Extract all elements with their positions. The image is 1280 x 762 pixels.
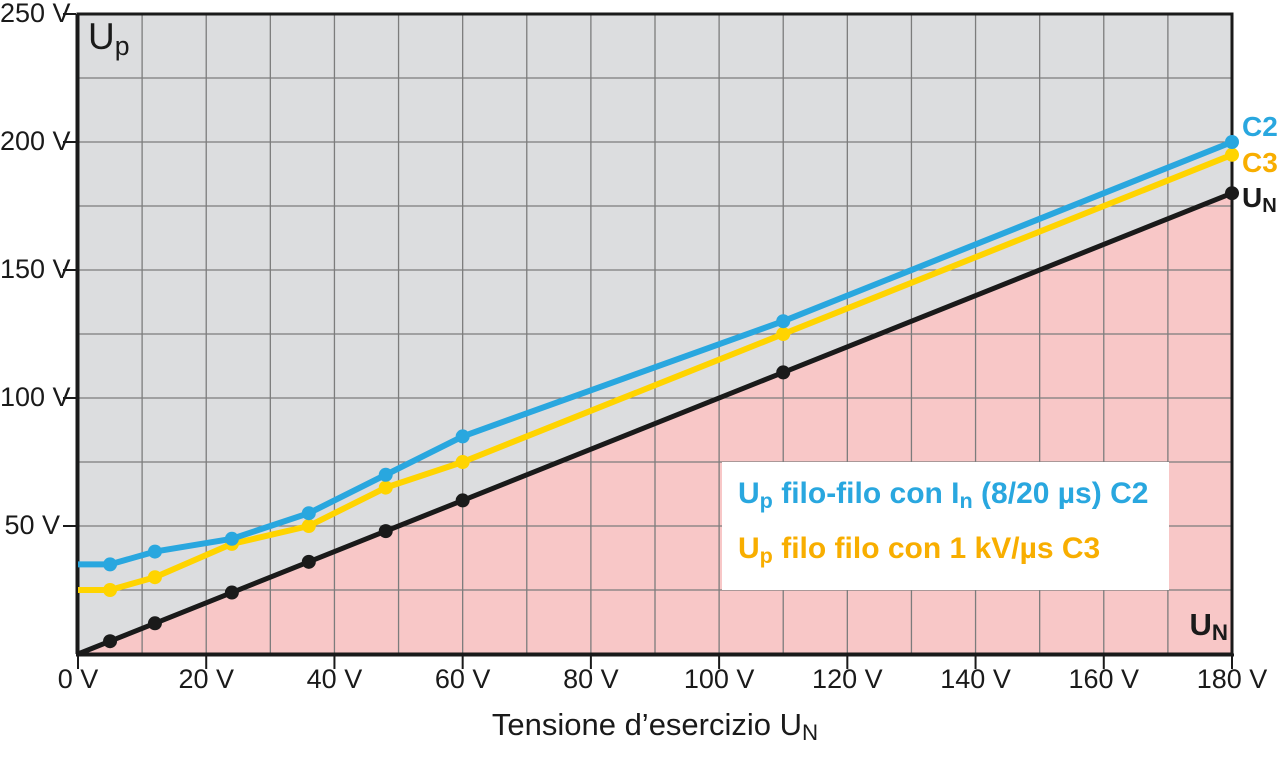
chart-svg — [63, 12, 1239, 669]
chart-canvas — [63, 12, 1239, 669]
